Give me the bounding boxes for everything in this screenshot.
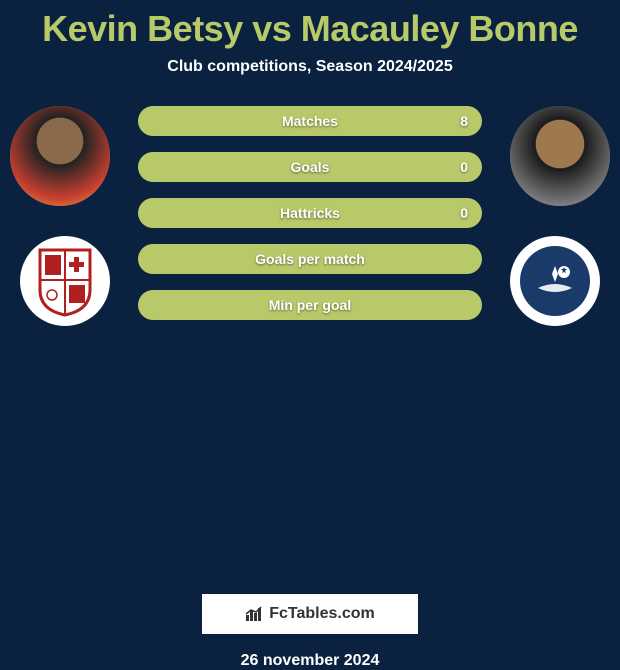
stat-row: Matches 8	[138, 106, 482, 136]
stat-value-right: 0	[460, 205, 468, 221]
subtitle: Club competitions, Season 2024/2025	[0, 58, 620, 76]
club-badge-icon	[530, 256, 580, 306]
branding-text: FcTables.com	[269, 605, 375, 623]
player-right-avatar	[510, 106, 610, 206]
avatar-placeholder-icon	[10, 106, 110, 206]
stat-value-right: 0	[460, 159, 468, 175]
club-right-crest	[510, 236, 600, 326]
date-label: 26 november 2024	[0, 652, 620, 670]
branding-badge: FcTables.com	[202, 594, 418, 634]
stat-rows: Matches 8 Goals 0 Hattricks 0 Goals per …	[138, 106, 482, 336]
stat-row: Goals per match	[138, 244, 482, 274]
crest-roundel-icon	[520, 246, 590, 316]
stat-row: Min per goal	[138, 290, 482, 320]
bar-chart-icon	[245, 605, 265, 623]
page-title: Kevin Betsy vs Macauley Bonne	[0, 0, 620, 50]
stat-row: Goals 0	[138, 152, 482, 182]
shield-icon	[35, 245, 95, 317]
club-left-crest	[20, 236, 110, 326]
stat-label: Goals	[138, 159, 482, 175]
stat-label: Matches	[138, 113, 482, 129]
stat-row: Hattricks 0	[138, 198, 482, 228]
avatar-placeholder-icon	[510, 106, 610, 206]
stat-label: Goals per match	[138, 251, 482, 267]
comparison-area: Matches 8 Goals 0 Hattricks 0 Goals per …	[0, 106, 620, 346]
stat-value-right: 8	[460, 113, 468, 129]
stat-label: Hattricks	[138, 205, 482, 221]
player-left-avatar	[10, 106, 110, 206]
stat-label: Min per goal	[138, 297, 482, 313]
